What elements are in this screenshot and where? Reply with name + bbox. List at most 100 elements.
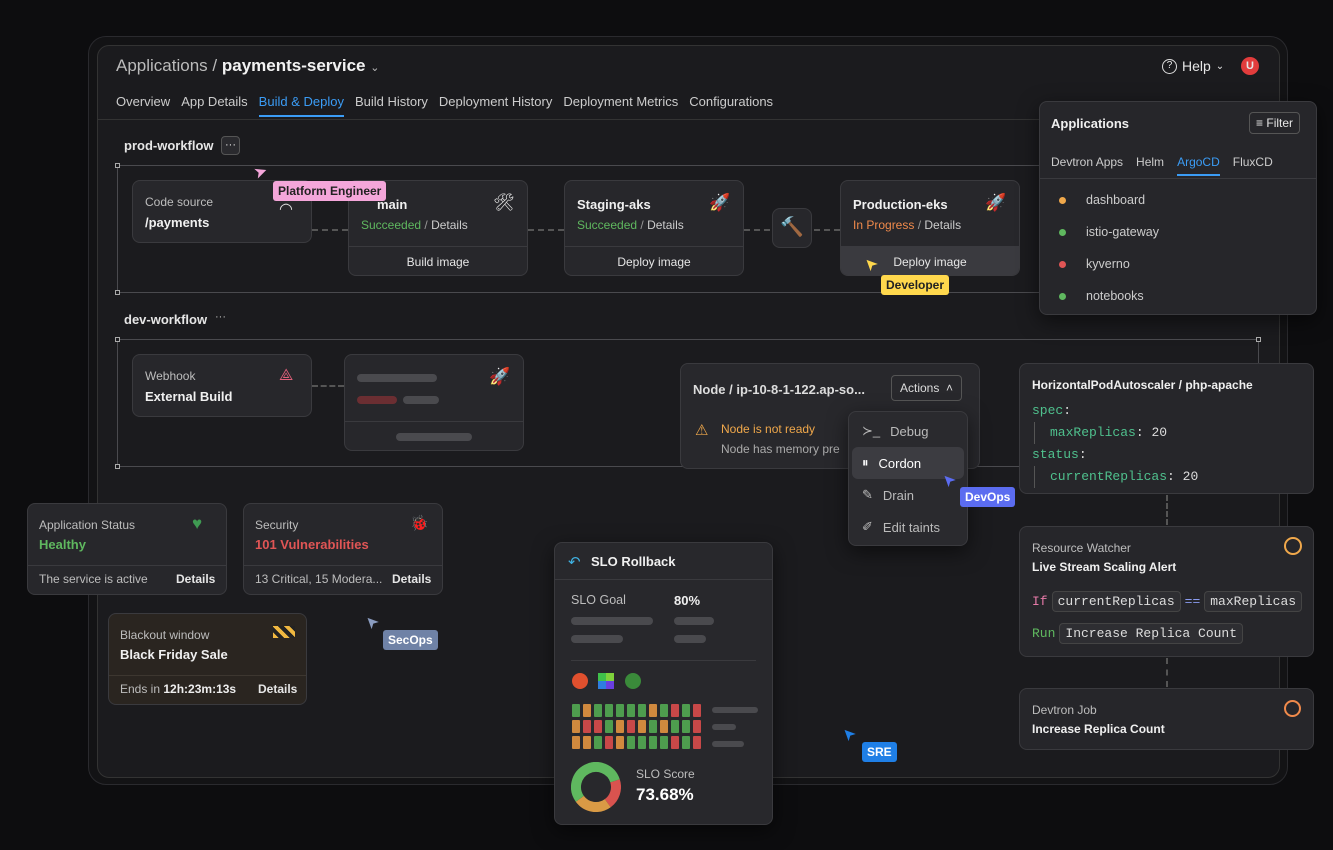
- heatmap-cell: [649, 704, 657, 717]
- tab-fluxcd[interactable]: FluxCD: [1232, 155, 1273, 169]
- skeleton-line: [674, 635, 706, 643]
- chevron-down-icon[interactable]: ⌄: [370, 62, 380, 74]
- help-button[interactable]: ? Help ⌄: [1162, 58, 1224, 74]
- resize-handle[interactable]: [115, 290, 120, 295]
- skeleton-line: [403, 396, 439, 404]
- barrier-icon: [273, 626, 295, 638]
- heatmap-cell: [682, 720, 690, 733]
- placeholder-card: 🚀: [344, 354, 524, 451]
- production-details-link[interactable]: Details: [924, 218, 962, 232]
- build-details-link[interactable]: Details: [431, 218, 468, 232]
- resize-handle[interactable]: [115, 337, 120, 342]
- production-card[interactable]: Production-eks 🚀 In Progress / Details D…: [840, 180, 1020, 276]
- divider: [349, 246, 527, 247]
- heatmap-cell: [616, 704, 624, 717]
- app-list-item[interactable]: istio-gateway: [1040, 216, 1316, 248]
- build-image-button[interactable]: Build image: [406, 255, 470, 269]
- menu-item-debug[interactable]: ≻_ Debug: [852, 415, 964, 447]
- hpa-title: HorizontalPodAutoscaler / php-apache: [1032, 378, 1253, 392]
- heatmap-cell: [616, 720, 624, 733]
- dev-workflow-title: dev-workflow: [124, 312, 208, 327]
- actions-label: Actions: [900, 381, 940, 395]
- resize-handle[interactable]: [115, 163, 120, 168]
- app-list-item[interactable]: notebooks: [1040, 280, 1316, 312]
- build-card[interactable]: main 🛠 Succeeded / Details Build image: [348, 180, 528, 276]
- app-name[interactable]: payments-service: [221, 56, 366, 75]
- tab-argocd[interactable]: ArgoCD: [1177, 155, 1220, 176]
- run-action: Increase Replica Count: [1059, 623, 1244, 644]
- actions-button[interactable]: Actions ˄: [891, 375, 963, 401]
- tab-configurations[interactable]: Configurations: [689, 94, 774, 109]
- yaml-key: maxReplicas: [1050, 425, 1136, 440]
- blackout-details-link[interactable]: Details: [258, 682, 298, 696]
- skeleton-line: [357, 396, 397, 404]
- deploy-image-button[interactable]: Deploy image: [893, 255, 967, 269]
- status-dot: [1059, 196, 1066, 204]
- tab-build-deploy[interactable]: Build & Deploy: [258, 94, 344, 117]
- tab-devtron-apps[interactable]: Devtron Apps: [1051, 155, 1124, 169]
- menu-item-cordon[interactable]: ⏸ Cordon: [852, 447, 964, 479]
- breadcrumb-applications[interactable]: Applications: [116, 56, 208, 75]
- chevron-up-icon: ˄: [946, 381, 954, 395]
- status-details-link[interactable]: Details: [176, 572, 216, 586]
- terminal-icon: ≻_: [862, 423, 881, 438]
- staging-details-link[interactable]: Details: [647, 218, 684, 232]
- security-label: Security: [255, 518, 299, 532]
- resize-handle[interactable]: [115, 464, 120, 469]
- heatmap-cell: [594, 704, 602, 717]
- slo-score-value: 73.68%: [636, 785, 694, 804]
- heatmap-cell: [682, 704, 690, 717]
- blackout-label: Blackout window: [120, 628, 210, 642]
- menu-item-drain[interactable]: ✎ Drain: [852, 479, 964, 511]
- heatmap-cell: [638, 704, 646, 717]
- heatmap-cell: [693, 704, 701, 717]
- app-list: dashboard istio-gateway kyverno notebooks: [1040, 184, 1316, 312]
- application-status-card: Application Status Healthy ♥ The service…: [27, 503, 227, 595]
- status-value: Healthy: [39, 537, 86, 552]
- tab-app-details[interactable]: App Details: [181, 94, 248, 109]
- rocket-icon: 🚀: [985, 193, 1007, 212]
- tools-icon: 🛠: [493, 193, 515, 212]
- menu-label: Cordon: [878, 455, 922, 471]
- avatar[interactable]: U: [1241, 57, 1259, 75]
- heatmap-cell: [594, 736, 602, 749]
- webhook-card[interactable]: Webhook External Build ⟁: [132, 354, 312, 417]
- heatmap-cell: [583, 736, 591, 749]
- donut-segment: [575, 795, 611, 812]
- menu-item-edit-taints[interactable]: ✐ Edit taints: [852, 511, 964, 543]
- security-details-link[interactable]: Details: [392, 572, 432, 586]
- blackout-value: Black Friday Sale: [120, 647, 228, 662]
- slo-heatmap: [572, 704, 701, 749]
- build-branch: main: [377, 197, 408, 212]
- github-icon: ◠: [279, 201, 293, 218]
- heatmap-cell: [660, 704, 668, 717]
- approval-gavel-icon[interactable]: 🔨: [772, 208, 812, 248]
- production-title: Production-eks: [853, 197, 948, 212]
- warning-icon: ⚠: [695, 422, 709, 439]
- resize-handle[interactable]: [1256, 337, 1261, 342]
- more-options-button[interactable]: ···: [221, 136, 240, 155]
- staging-card[interactable]: Staging-aks 🚀 Succeeded / Details Deploy…: [564, 180, 744, 276]
- tab-overview[interactable]: Overview: [116, 94, 171, 109]
- app-list-item[interactable]: dashboard: [1040, 184, 1316, 216]
- heatmap-cell: [671, 720, 679, 733]
- run-keyword: Run: [1032, 626, 1056, 641]
- app-list-item-name: notebooks: [1086, 289, 1144, 303]
- tab-build-history[interactable]: Build History: [354, 94, 428, 109]
- app-list-item[interactable]: kyverno: [1040, 248, 1316, 280]
- connector: [1166, 658, 1168, 687]
- tab-deployment-history[interactable]: Deployment History: [438, 94, 553, 109]
- slo-donut-chart: [571, 762, 621, 812]
- tab-bar: Overview App Details Build & Deploy Buil…: [116, 94, 773, 117]
- tab-helm[interactable]: Helm: [1136, 155, 1165, 169]
- job-icon: [1284, 700, 1301, 717]
- filter-button[interactable]: ≡ Filter: [1249, 112, 1301, 134]
- breadcrumb: Applications / payments-service ⌄: [116, 56, 379, 76]
- yaml-key: status: [1032, 447, 1079, 462]
- tab-deployment-metrics[interactable]: Deployment Metrics: [563, 94, 679, 109]
- deploy-image-button[interactable]: Deploy image: [617, 255, 691, 269]
- divider: [109, 675, 306, 676]
- condition-operator: ==: [1184, 594, 1201, 609]
- more-options-button[interactable]: ···: [215, 311, 226, 323]
- sep: /: [424, 218, 428, 232]
